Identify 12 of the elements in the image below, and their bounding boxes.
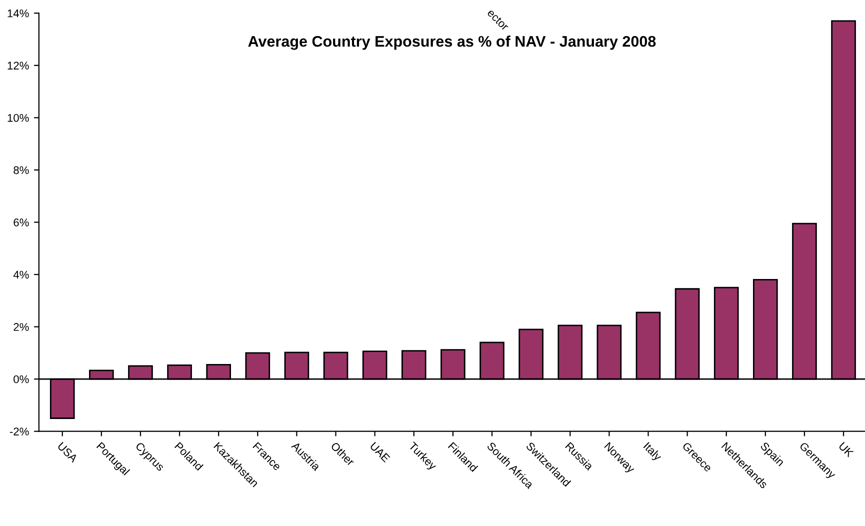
y-tick-label: 2%	[14, 323, 29, 331]
text: Average Country Exposures as % of NAV - January 2008	[248, 36, 656, 50]
x-tick-label: Italy	[642, 442, 663, 463]
y-tick-label: 14%	[8, 9, 29, 18]
x-tick-label: UK	[838, 442, 854, 458]
y-tick-label: -2%	[10, 428, 29, 436]
y-tick-label: 4%	[13, 270, 29, 279]
y-tick-label: 6%	[14, 218, 29, 226]
y-tick-label: 12%	[8, 62, 29, 70]
y-tick-label: 0%	[14, 375, 29, 384]
y-tick-label: 8%	[14, 166, 29, 174]
y-tick-label: 10%	[8, 114, 29, 122]
